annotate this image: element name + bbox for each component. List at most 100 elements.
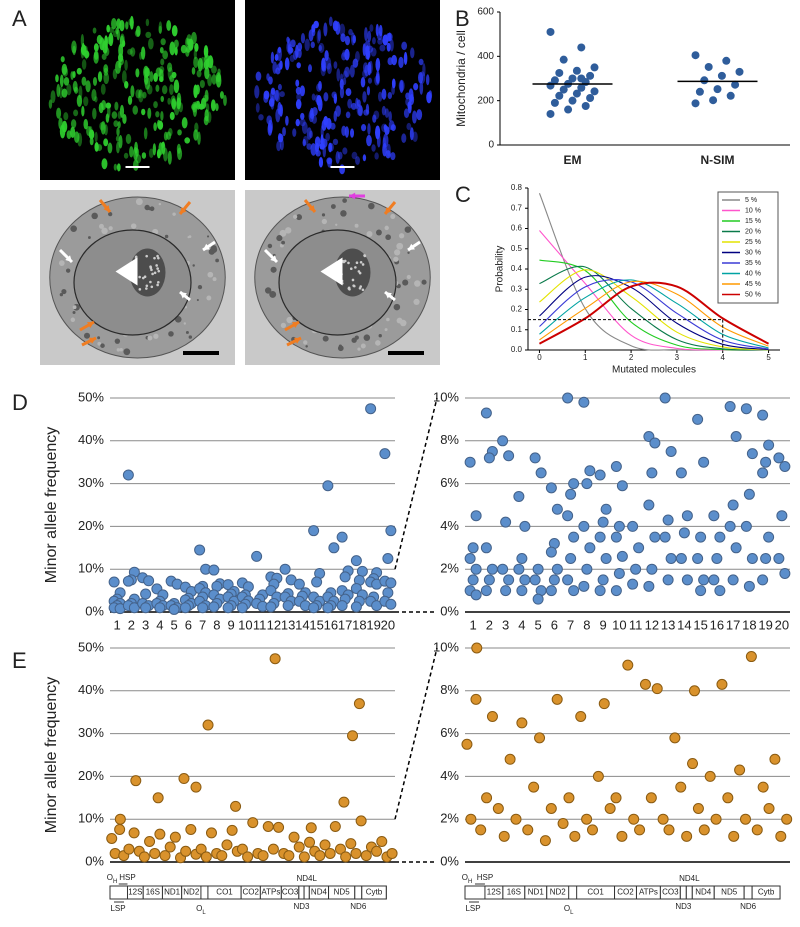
fluorescent-spot: [381, 123, 388, 133]
data-point: [564, 105, 573, 114]
fluorescent-spot: [113, 163, 118, 171]
x-tick-label: 2: [128, 617, 135, 632]
data-point: [662, 574, 674, 586]
x-tick-label: 7: [199, 617, 206, 632]
data-point: [594, 585, 606, 597]
organelle: [197, 284, 203, 290]
fluorescent-spot: [81, 105, 85, 117]
x-tick-label: 17: [726, 617, 740, 632]
nucleolus-spot: [358, 286, 362, 290]
fluorescent-spot: [254, 85, 260, 99]
x-tick-label: 20: [381, 617, 395, 632]
x-tick-label: 5: [535, 617, 542, 632]
fluorescent-spot: [255, 103, 260, 113]
data-point: [565, 553, 577, 564]
gene: [743, 885, 753, 900]
fluorescent-spot: [306, 143, 312, 150]
data-point: [687, 758, 699, 770]
data-point: [757, 409, 769, 421]
data-point: [152, 792, 164, 804]
data-point: [293, 841, 305, 853]
fluorescent-spot: [279, 60, 283, 70]
data-point: [140, 602, 152, 614]
gene-label: ND1: [164, 888, 181, 897]
data-point: [735, 67, 744, 76]
organelle: [97, 336, 101, 340]
data-point: [159, 850, 171, 862]
fluorescent-spot: [215, 72, 222, 83]
fluorescent-spot: [418, 71, 424, 84]
fluorescent-spot: [199, 79, 205, 89]
fluorescent-spot: [76, 67, 82, 75]
data-point: [304, 836, 316, 848]
data-point: [519, 574, 531, 586]
data-point: [376, 835, 388, 847]
fluorescent-spot: [362, 91, 367, 103]
map-label-base: O: [564, 904, 570, 913]
fluorescent-spot: [379, 44, 386, 52]
arrow-head: [385, 207, 392, 214]
organelle: [357, 347, 361, 351]
data-point: [178, 773, 190, 785]
fluorescent-spot: [141, 152, 147, 159]
gene-label: ND6: [350, 902, 367, 911]
fluorescent-spot: [70, 119, 77, 129]
fluorescent-spot: [339, 23, 346, 37]
fluorescent-spot: [205, 103, 210, 113]
fluorescent-spot: [167, 67, 173, 80]
fluorescent-spot: [403, 51, 408, 65]
nucleolus-spot: [361, 263, 365, 266]
data-point: [532, 593, 544, 605]
fluorescent-spot: [333, 61, 338, 69]
data-point: [700, 76, 709, 85]
fluorescent-spot: [135, 25, 141, 37]
fluorescent-spot: [72, 70, 76, 79]
data-point: [356, 565, 368, 577]
data-point: [143, 575, 155, 587]
data-point: [386, 847, 398, 859]
data-point: [130, 775, 142, 787]
organelle: [130, 223, 137, 229]
data-point: [639, 678, 651, 690]
data-point: [481, 792, 493, 804]
fluorescent-spot: [344, 48, 350, 61]
organelle: [212, 277, 217, 282]
fluorescent-spot: [167, 62, 173, 72]
map-label: OL: [564, 904, 574, 915]
data-point: [539, 835, 551, 847]
fluorescent-spot: [181, 117, 188, 129]
fluorescent-spot: [416, 109, 423, 121]
x-tick-label: 9: [600, 617, 607, 632]
fluorescent-spot: [115, 135, 120, 142]
data-point: [535, 467, 547, 479]
fluorescent-spot: [406, 122, 412, 131]
organelle: [281, 240, 286, 245]
fluorescent-spot: [361, 124, 367, 132]
fluorescent-spot: [193, 129, 199, 141]
fluorescent-spot: [174, 46, 178, 56]
fluorescent-spot: [391, 54, 398, 66]
organelle: [98, 223, 104, 229]
fluorescent-spot: [166, 20, 172, 31]
x-tick-label: 6: [185, 617, 192, 632]
organelle: [100, 343, 105, 348]
x-axis-label: Mutated molecules: [612, 365, 696, 376]
nucleolus-spot: [358, 271, 362, 275]
fluorescent-spot: [345, 111, 351, 119]
fluorescent-spot: [169, 41, 176, 56]
data-point: [649, 437, 661, 449]
fluorescent-spot: [148, 38, 154, 50]
data-point: [643, 499, 655, 511]
data-point: [122, 575, 134, 587]
nucleolus-spot: [150, 268, 153, 272]
fluorescent-spot: [332, 138, 339, 146]
fluorescent-spot: [412, 131, 418, 143]
x-tick-label: 15: [693, 617, 707, 632]
organelle: [147, 335, 153, 341]
fluorescent-spot: [355, 156, 360, 165]
map-label: HSP: [119, 873, 135, 882]
data-point: [610, 792, 622, 804]
data-point: [734, 764, 746, 776]
data-point: [355, 815, 367, 827]
